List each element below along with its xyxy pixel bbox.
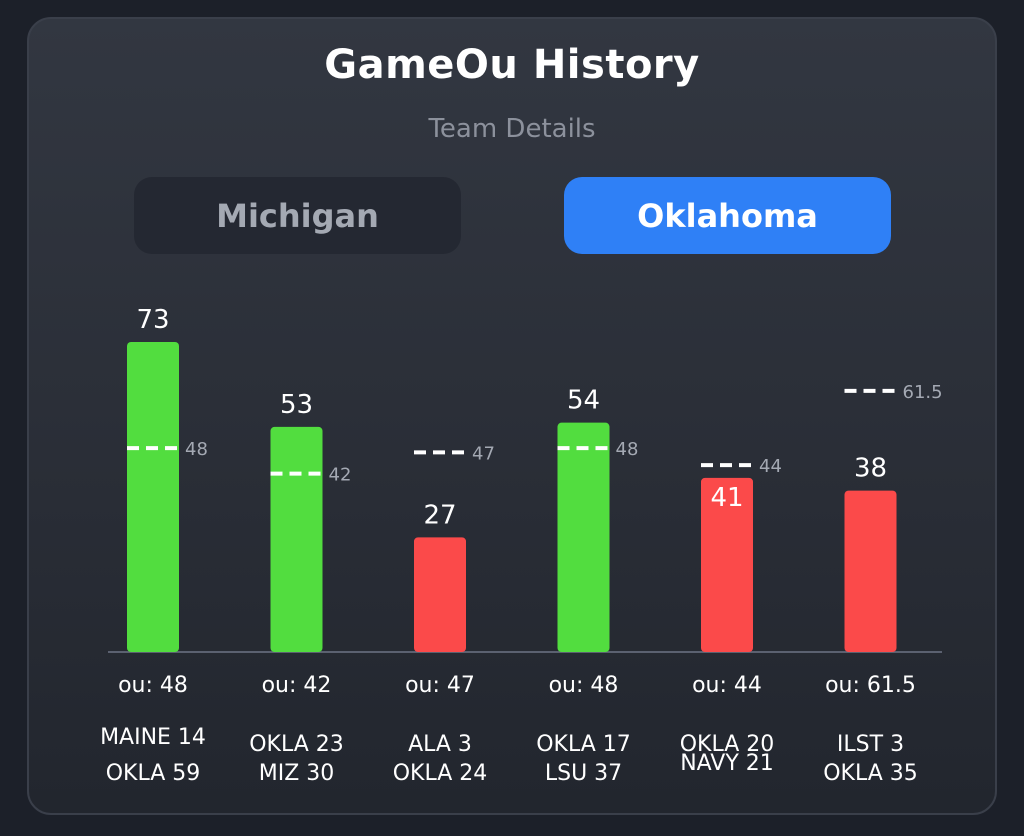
ou-line-label: 48 <box>616 439 639 460</box>
bar <box>127 342 179 652</box>
score-line-2: OKLA 35 <box>823 761 918 786</box>
bar-value-label: 38 <box>854 454 887 484</box>
bar-value-label: 73 <box>136 305 169 335</box>
ou-line-label: 47 <box>472 443 495 464</box>
score-line-1: ILST 3 <box>837 732 904 757</box>
bar <box>844 490 897 652</box>
bar-value-label: 53 <box>280 390 313 420</box>
ou-line-label: 61.5 <box>903 382 943 403</box>
ou-line-label: 48 <box>185 439 208 460</box>
tab-oklahoma[interactable]: Oklahoma <box>564 177 891 254</box>
ou-tick-label: ou: 48 <box>549 673 619 698</box>
score-line-2: OKLA 24 <box>393 761 488 786</box>
bar <box>701 477 753 652</box>
ou-tick-label: ou: 47 <box>405 673 475 698</box>
tab-michigan[interactable]: Michigan <box>134 177 461 254</box>
ou-line-label: 44 <box>759 456 782 477</box>
page-subtitle: Team Details <box>428 114 596 144</box>
bar-value-label: 54 <box>567 386 600 416</box>
bar <box>557 422 610 652</box>
game-ou-card <box>27 17 997 815</box>
bar <box>270 426 323 652</box>
score-line-2: OKLA 59 <box>106 761 201 786</box>
score-line-1: OKLA 17 <box>536 732 631 757</box>
ou-tick-label: ou: 61.5 <box>825 673 916 698</box>
score-line-1: MAINE 14 <box>100 725 206 750</box>
score-line-2: LSU 37 <box>545 761 622 786</box>
bar-value-label: 41 <box>710 483 743 513</box>
score-line-1: ALA 3 <box>408 732 472 757</box>
score-line-1: OKLA 23 <box>249 732 344 757</box>
ou-tick-label: ou: 48 <box>118 673 188 698</box>
score-line-2: MIZ 30 <box>259 761 335 786</box>
score-line-1: OKLA 20 <box>680 732 775 757</box>
ou-tick-label: ou: 44 <box>692 673 762 698</box>
ou-line-label: 42 <box>329 465 352 486</box>
score-line-2: NAVY 21 <box>680 751 774 776</box>
page-title: GameOu History <box>324 42 700 88</box>
ou-tick-label: ou: 42 <box>262 673 332 698</box>
bar-value-label: 27 <box>423 500 456 530</box>
bar <box>414 537 466 652</box>
